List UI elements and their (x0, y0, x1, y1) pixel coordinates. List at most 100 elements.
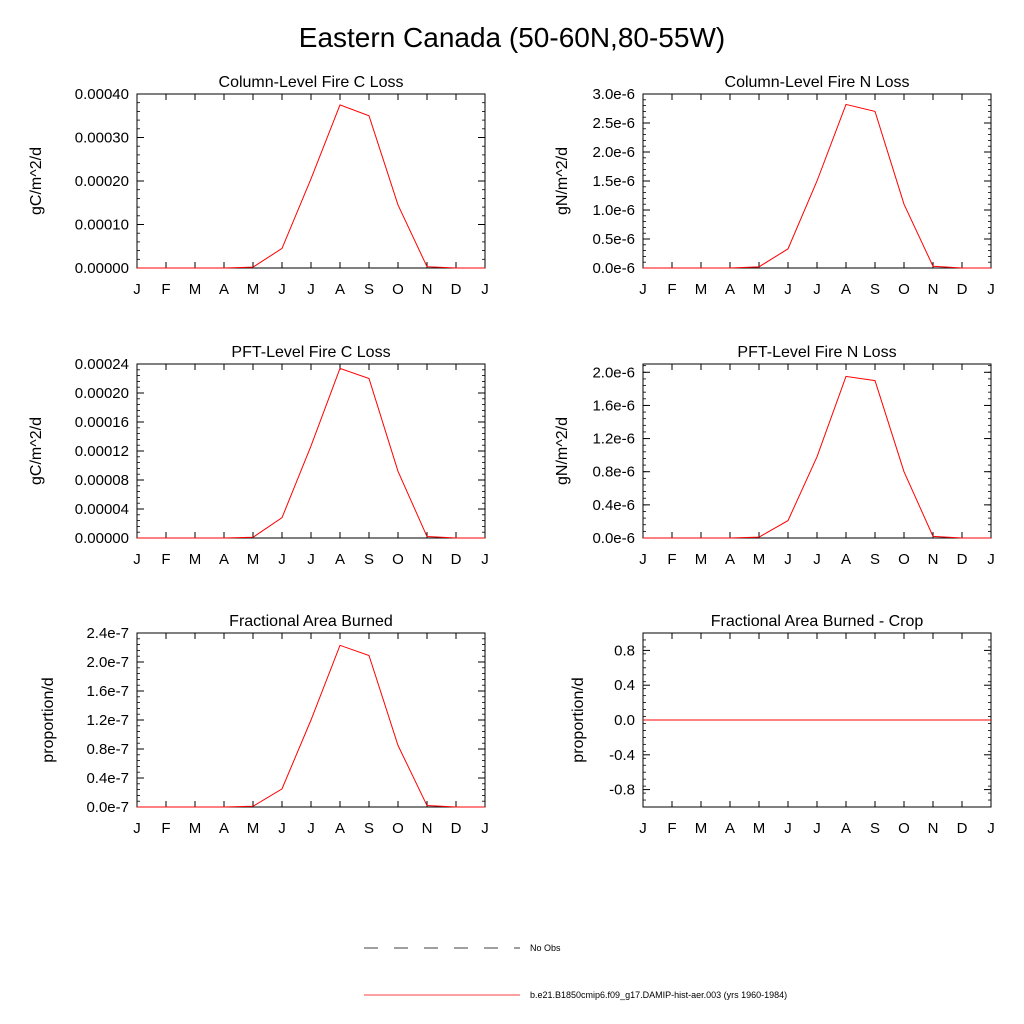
x-tick-label: J (813, 551, 821, 568)
y-tick-label: 0.00000 (75, 260, 129, 277)
x-tick-label: M (247, 551, 260, 568)
y-tick-label: -0.8 (609, 782, 635, 799)
x-tick-label: J (307, 281, 315, 298)
x-tick-label: M (247, 281, 260, 298)
y-tick-label: 0.00010 (75, 217, 129, 234)
x-tick-label: J (784, 551, 792, 568)
y-axis-label: gC/m^2/d (28, 147, 45, 215)
x-tick-label: A (335, 820, 345, 837)
y-tick-label: 0.00004 (75, 501, 129, 518)
x-tick-label: J (987, 281, 995, 298)
y-tick-label: 3.0e-6 (592, 86, 635, 103)
y-tick-label: 0.00012 (75, 443, 129, 460)
x-tick-label: O (898, 281, 910, 298)
x-tick-label: N (928, 281, 939, 298)
legend-label-model-run: b.e21.B1850cmip6.f09_g17.DAMIP-hist-aer.… (530, 990, 787, 1000)
series-line-1 (137, 104, 485, 269)
x-tick-label: A (219, 820, 229, 837)
y-tick-label: 0.8e-6 (592, 464, 635, 481)
x-tick-label: F (667, 281, 676, 298)
x-tick-label: S (364, 820, 374, 837)
legend: No Obs b.e21.B1850cmip6.f09_g17.DAMIP-hi… (364, 943, 787, 1000)
x-tick-label: M (695, 281, 708, 298)
y-tick-label: 2.4e-7 (86, 625, 129, 642)
x-tick-label: J (133, 551, 141, 568)
x-tick-label: J (813, 281, 821, 298)
x-tick-label: S (870, 820, 880, 837)
x-tick-label: J (639, 281, 647, 298)
x-tick-label: D (957, 281, 968, 298)
panel-title: Fractional Area Burned (229, 613, 393, 630)
y-tick-label: 2.0e-6 (592, 144, 635, 161)
x-tick-label: A (219, 551, 229, 568)
x-tick-label: A (841, 820, 851, 837)
y-tick-label: 2.0e-7 (86, 654, 129, 671)
x-tick-label: A (725, 820, 735, 837)
legend-label-no-obs: No Obs (530, 943, 561, 953)
x-tick-label: J (481, 551, 489, 568)
y-tick-label: 0.00008 (75, 472, 129, 489)
plot-frame (136, 363, 486, 539)
y-tick-label: 0.0e-6 (592, 530, 635, 547)
x-tick-label: S (364, 281, 374, 298)
y-tick-label: 0.00020 (75, 173, 129, 190)
plot-frame (136, 93, 486, 269)
x-tick-label: J (307, 551, 315, 568)
y-tick-label: 0.8e-7 (86, 741, 129, 758)
x-tick-label: J (639, 551, 647, 568)
y-axis-label: proportion/d (570, 677, 587, 762)
y-axis-label: gN/m^2/d (554, 417, 571, 485)
plot-frame (642, 363, 992, 539)
x-tick-label: F (667, 551, 676, 568)
y-axis-label: gC/m^2/d (28, 417, 45, 485)
x-tick-label: A (725, 281, 735, 298)
x-tick-label: J (987, 551, 995, 568)
y-tick-label: -0.4 (609, 747, 635, 764)
x-tick-label: M (753, 820, 766, 837)
x-tick-label: N (928, 551, 939, 568)
x-tick-label: F (161, 281, 170, 298)
y-tick-label: 0.00024 (75, 356, 129, 373)
y-tick-label: 2.0e-6 (592, 364, 635, 381)
x-tick-label: S (870, 281, 880, 298)
x-tick-label: M (189, 281, 202, 298)
series-line-1 (137, 367, 485, 539)
x-tick-label: J (481, 281, 489, 298)
panel-title: PFT-Level Fire N Loss (737, 344, 896, 361)
x-tick-label: J (481, 820, 489, 837)
y-tick-label: 1.0e-6 (592, 202, 635, 219)
y-tick-label: 0.4 (614, 677, 635, 694)
series-line-1 (643, 375, 991, 539)
x-tick-label: N (422, 551, 433, 568)
panel-title: Column-Level Fire C Loss (219, 74, 404, 91)
y-tick-label: 1.6e-6 (592, 397, 635, 414)
y-tick-label: 1.2e-6 (592, 431, 635, 448)
y-tick-label: 0.00020 (75, 385, 129, 402)
x-tick-label: O (898, 820, 910, 837)
x-tick-label: M (753, 551, 766, 568)
y-tick-label: 0.0e-7 (86, 799, 129, 816)
x-tick-label: J (133, 281, 141, 298)
x-tick-label: J (278, 551, 286, 568)
x-tick-label: J (987, 820, 995, 837)
x-tick-label: O (898, 551, 910, 568)
y-tick-label: 0.0e-6 (592, 260, 635, 277)
panel-title: PFT-Level Fire C Loss (231, 344, 390, 361)
x-tick-label: N (422, 281, 433, 298)
x-tick-label: M (189, 551, 202, 568)
x-tick-label: F (161, 820, 170, 837)
x-tick-label: S (870, 551, 880, 568)
x-tick-label: J (639, 820, 647, 837)
y-tick-label: 0.00000 (75, 530, 129, 547)
x-tick-label: F (667, 820, 676, 837)
x-tick-label: J (278, 281, 286, 298)
x-tick-label: O (392, 281, 404, 298)
y-tick-label: 0.4e-6 (592, 497, 635, 514)
x-tick-label: O (392, 551, 404, 568)
x-tick-label: A (841, 281, 851, 298)
